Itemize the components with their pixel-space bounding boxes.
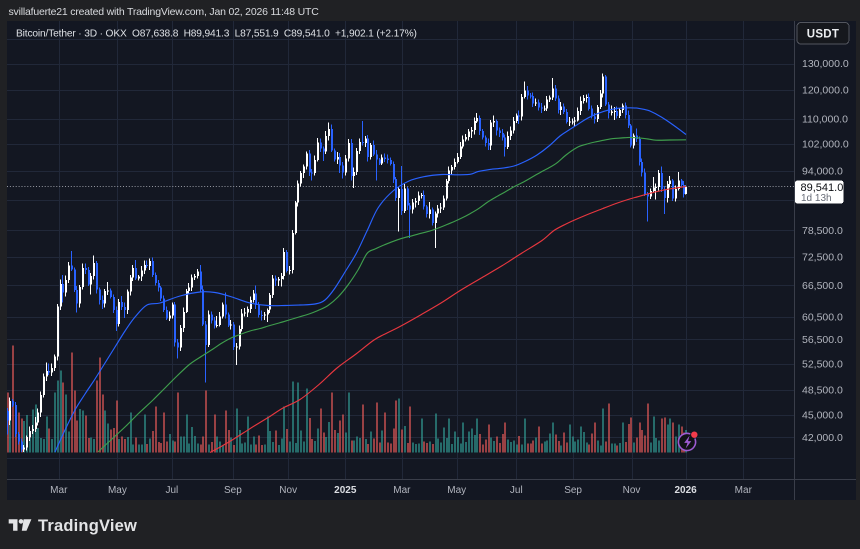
svg-text:66,500.0: 66,500.0 — [802, 280, 843, 292]
svg-text:89,541.0: 89,541.0 — [801, 182, 844, 194]
svg-text:Sep: Sep — [564, 485, 582, 496]
svg-text:USDT: USDT — [807, 29, 840, 41]
svg-text:130,000.0: 130,000.0 — [802, 58, 849, 70]
svg-text:2025: 2025 — [334, 485, 357, 496]
svg-text:94,000.0: 94,000.0 — [802, 166, 843, 178]
svg-text:72,500.0: 72,500.0 — [802, 252, 843, 264]
svg-text:1d 13h: 1d 13h — [801, 193, 832, 204]
svg-text:Jul: Jul — [166, 485, 179, 496]
svg-text:Nov: Nov — [279, 485, 297, 496]
svg-text:May: May — [447, 485, 466, 496]
svg-text:42,000.0: 42,000.0 — [802, 432, 843, 444]
svg-text:Mar: Mar — [50, 485, 68, 496]
svg-text:60,500.0: 60,500.0 — [802, 311, 843, 323]
svg-text:Sep: Sep — [224, 485, 242, 496]
svg-text:102,000.0: 102,000.0 — [802, 139, 849, 151]
svg-text:TradingView: TradingView — [38, 517, 137, 535]
svg-text:52,500.0: 52,500.0 — [802, 358, 843, 370]
svg-text:May: May — [108, 485, 127, 496]
svg-text:2026: 2026 — [674, 485, 697, 496]
svg-text:Mar: Mar — [735, 485, 753, 496]
svg-text:Bitcoin/Tether · 3D · OKX O87: Bitcoin/Tether · 3D · OKX O87,638.8 H89,… — [16, 29, 417, 40]
svg-text:45,000.0: 45,000.0 — [802, 409, 843, 421]
svg-text:Mar: Mar — [393, 485, 411, 496]
svg-text:svillafuerte21 created with Tr: svillafuerte21 created with TradingView.… — [9, 6, 320, 18]
svg-text:120,000.0: 120,000.0 — [802, 85, 849, 97]
svg-text:48,500.0: 48,500.0 — [802, 385, 843, 397]
svg-text:56,500.0: 56,500.0 — [802, 334, 843, 346]
svg-text:78,500.0: 78,500.0 — [802, 225, 843, 237]
svg-text:Nov: Nov — [623, 485, 641, 496]
svg-text:Jul: Jul — [510, 485, 523, 496]
svg-text:110,000.0: 110,000.0 — [802, 114, 848, 126]
